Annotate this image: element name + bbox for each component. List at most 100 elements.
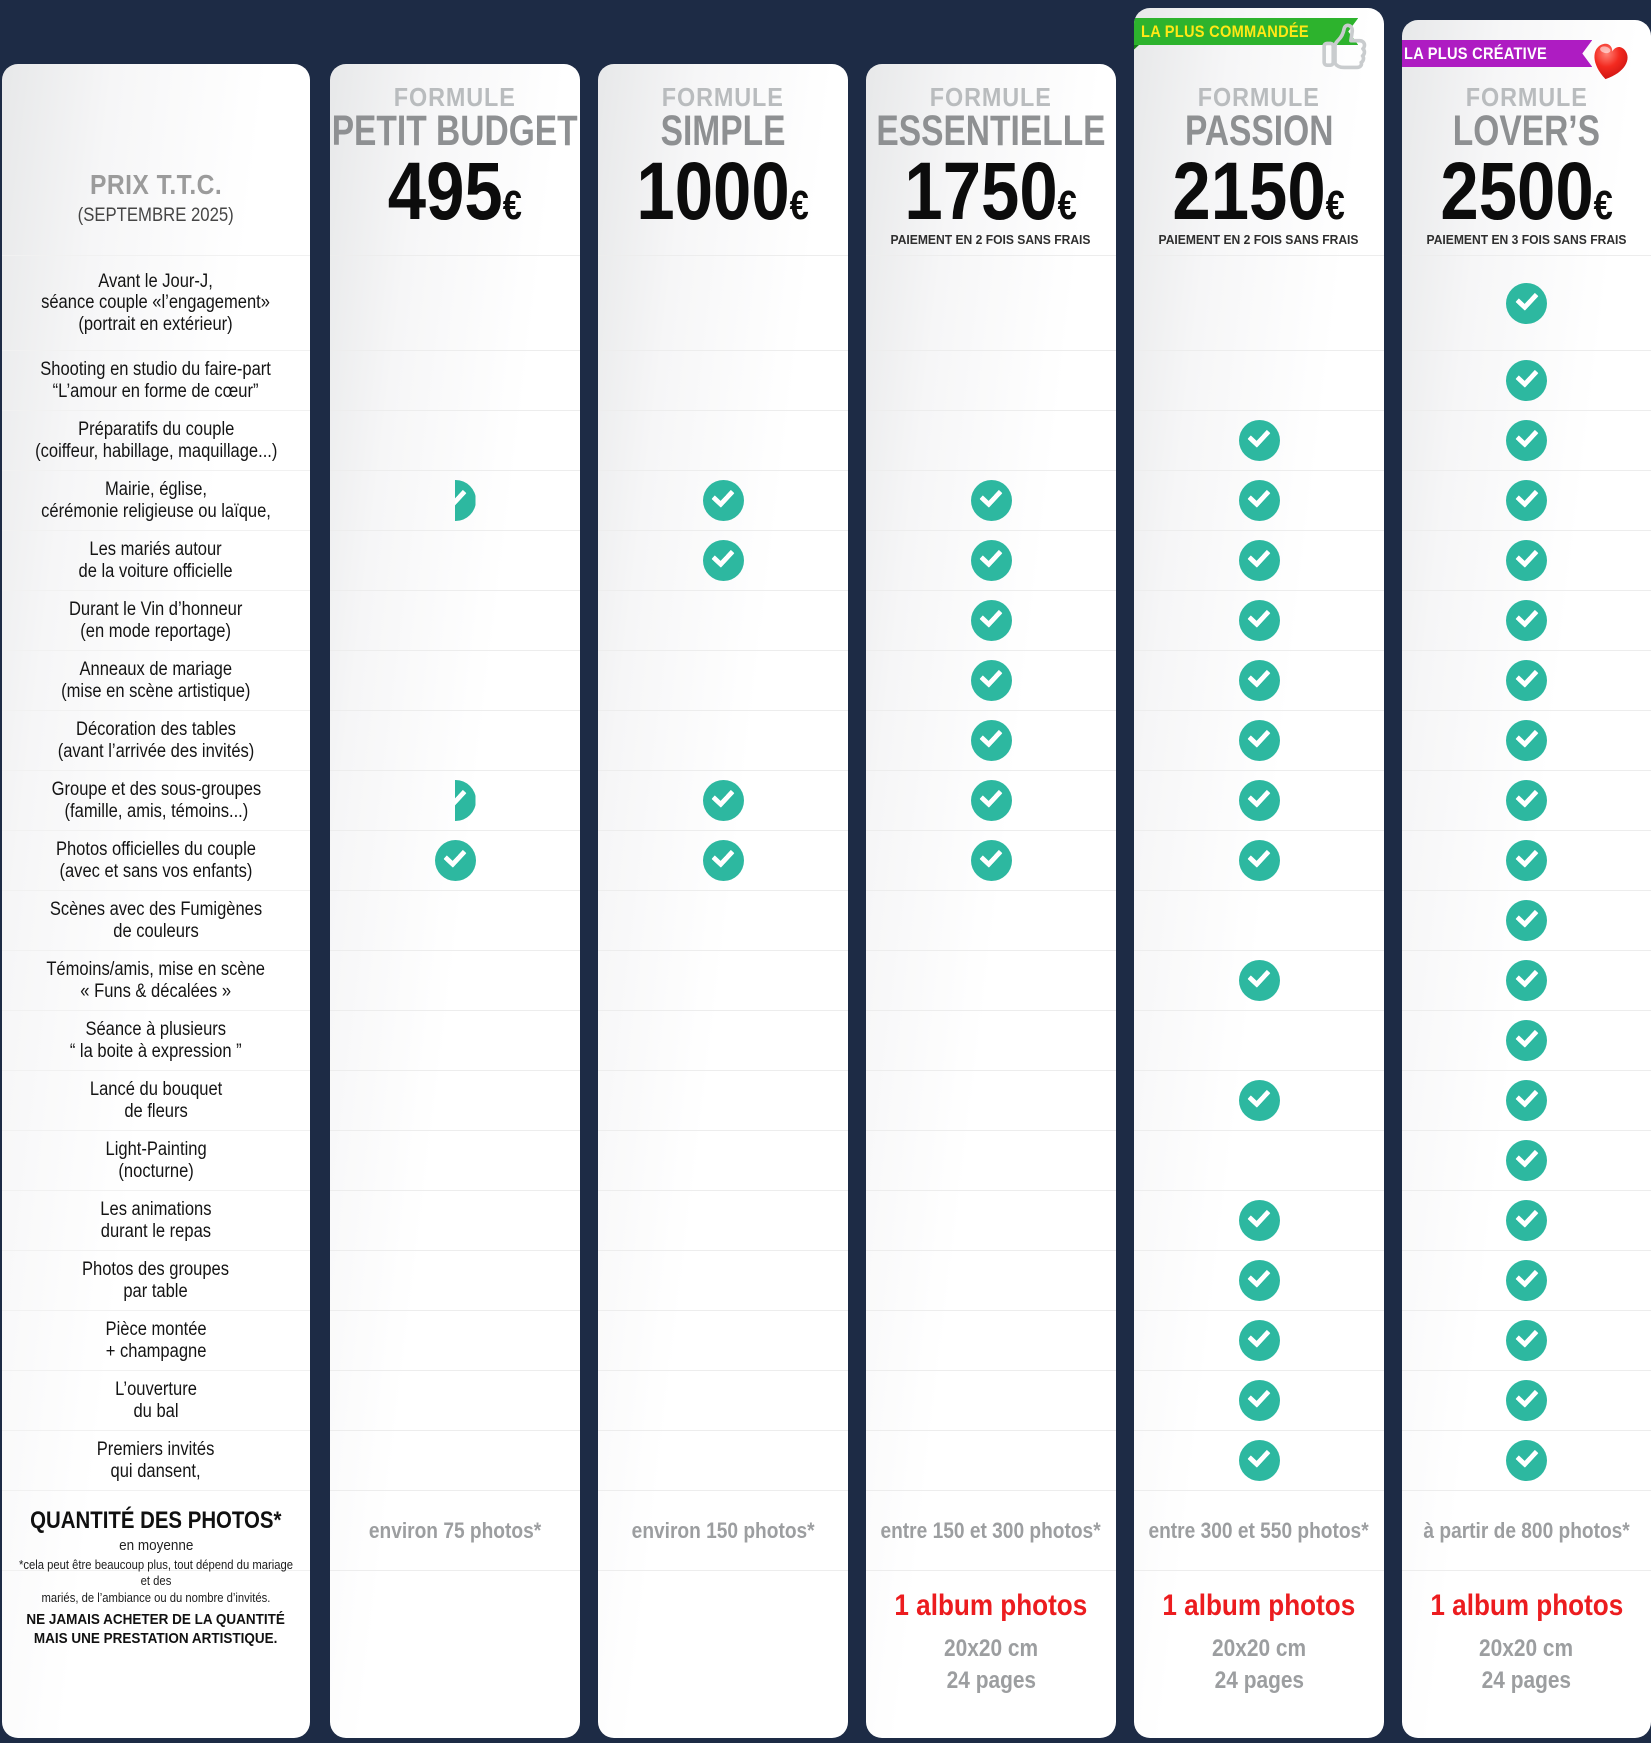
check-cell — [1134, 350, 1384, 410]
check-cell — [598, 590, 848, 650]
check-icon — [1238, 420, 1280, 461]
feature-label-row: Light-Painting (nocturne) — [2, 1130, 310, 1190]
check-icon — [970, 480, 1012, 521]
album-cell: 1 album photos 20x20 cm 24 pages — [866, 1570, 1116, 1738]
check-cell — [1402, 950, 1651, 1010]
check-cell — [1402, 590, 1651, 650]
check-icon — [1506, 900, 1547, 941]
check-icon — [1238, 780, 1280, 821]
check-cell — [1134, 1190, 1384, 1250]
check-cell — [866, 770, 1116, 830]
check-icon — [970, 540, 1012, 581]
check-cell — [1402, 1370, 1651, 1430]
check-icon — [1506, 660, 1547, 701]
plan-name: PETIT BUDGET — [332, 107, 578, 155]
check-cell — [866, 255, 1116, 350]
plan-price-amount: 495 — [387, 145, 503, 237]
check-icon — [970, 720, 1012, 761]
check-icon — [1506, 1260, 1547, 1301]
feature-label-row: Durant le Vin d’honneur (en mode reporta… — [2, 590, 310, 650]
check-cell — [866, 1310, 1116, 1370]
feature-label-rows: Avant le Jour-J, séance couple «l’engage… — [2, 255, 310, 1490]
quantity-value: environ 150 photos* — [631, 1517, 815, 1543]
plan-price: 2500€ — [1440, 150, 1612, 232]
check-icon — [1238, 480, 1280, 521]
plan-card-essentielle: FORMULE ESSENTIELLE 1750€ PAIEMENT EN 2 … — [866, 64, 1116, 1738]
ribbon-badge: LA PLUS COMMANDÉE — [1134, 18, 1358, 54]
check-icon — [1238, 840, 1280, 881]
feature-label-row: Photos officielles du couple (avec et sa… — [2, 830, 310, 890]
check-icon — [1506, 780, 1547, 821]
feature-label: Avant le Jour-J, séance couple «l’engage… — [41, 271, 271, 335]
check-cell — [598, 1190, 848, 1250]
check-cell — [1134, 950, 1384, 1010]
album-cell — [330, 1570, 580, 1738]
check-cell — [1134, 650, 1384, 710]
check-cell — [1134, 410, 1384, 470]
check-cell — [1402, 255, 1651, 350]
check-cell — [598, 1370, 848, 1430]
check-cell — [1134, 530, 1384, 590]
feature-label-row: Les animations durant le repas — [2, 1190, 310, 1250]
check-icon — [702, 480, 744, 521]
check-cell — [866, 650, 1116, 710]
check-cell — [598, 1310, 848, 1370]
check-cell — [330, 890, 580, 950]
plan-name: SIMPLE — [660, 107, 786, 155]
plan-name: PASSION — [1184, 107, 1334, 155]
check-icon — [1238, 960, 1280, 1001]
check-cell — [1402, 1190, 1651, 1250]
check-rows — [598, 255, 848, 1490]
check-cell — [330, 350, 580, 410]
plan-kicker: FORMULE — [661, 82, 784, 112]
quantity-cell: entre 150 et 300 photos* — [866, 1490, 1116, 1570]
plan-card-simple: FORMULE SIMPLE 1000€ environ 150 photos* — [598, 64, 848, 1738]
price-column-title: PRIX T.T.C. — [89, 169, 223, 200]
check-cell — [598, 890, 848, 950]
check-cell — [330, 1430, 580, 1490]
check-cell — [330, 530, 580, 590]
check-cell — [1402, 410, 1651, 470]
check-icon — [1506, 1320, 1547, 1361]
quantity-row-label: QUANTITÉ DES PHOTOS* en moyenne — [2, 1490, 310, 1570]
euro-sign: € — [1058, 181, 1078, 228]
plan-price-amount: 2150 — [1172, 145, 1327, 237]
quantity-cell: entre 300 et 550 photos* — [1134, 1490, 1384, 1570]
plan-payment-terms: PAIEMENT EN 2 FOIS SANS FRAIS — [1159, 232, 1359, 248]
check-cell — [598, 770, 848, 830]
feature-label-row: Scènes avec des Fumigènes de couleurs — [2, 890, 310, 950]
check-cell — [866, 1250, 1116, 1310]
feature-label: Scènes avec des Fumigènes de couleurs — [49, 899, 263, 942]
check-cell — [598, 255, 848, 350]
check-cell — [866, 890, 1116, 950]
check-icon — [1506, 1380, 1547, 1421]
feature-label-row: Les mariés autour de la voiture officiel… — [2, 530, 310, 590]
check-cell — [1402, 770, 1651, 830]
plan-header: FORMULE SIMPLE 1000€ — [598, 64, 848, 255]
check-cell — [330, 710, 580, 770]
check-cell — [1134, 1310, 1384, 1370]
check-cell — [866, 830, 1116, 890]
plan-header: FORMULE PETIT BUDGET 495€ — [330, 64, 580, 255]
ribbon-badge-body: LA PLUS CRÉATIVE — [1402, 40, 1592, 67]
check-cell — [866, 530, 1116, 590]
euro-sign: € — [502, 181, 523, 228]
album-title: 1 album photos — [1430, 1589, 1623, 1622]
album-cell: 1 album photos 20x20 cm 24 pages — [1134, 1570, 1384, 1738]
quantity-value: environ 75 photos* — [368, 1517, 542, 1543]
check-icon — [1238, 540, 1280, 581]
check-icon — [1506, 1080, 1547, 1121]
check-cell — [1402, 1010, 1651, 1070]
album-cell — [598, 1570, 848, 1738]
feature-label-row: Lancé du bouquet de fleurs — [2, 1070, 310, 1130]
ribbon-badge-body: LA PLUS COMMANDÉE — [1134, 18, 1358, 45]
check-icon — [1238, 1380, 1280, 1421]
check-icon — [1506, 600, 1547, 641]
check-rows — [1402, 255, 1651, 1490]
quantity-value: entre 150 et 300 photos* — [880, 1517, 1102, 1543]
check-cell — [1134, 1370, 1384, 1430]
album-size: 20x20 cm — [1479, 1635, 1574, 1662]
check-cell — [330, 1250, 580, 1310]
check-cell — [330, 470, 580, 530]
feature-label: Photos officielles du couple (avec et sa… — [55, 839, 257, 882]
